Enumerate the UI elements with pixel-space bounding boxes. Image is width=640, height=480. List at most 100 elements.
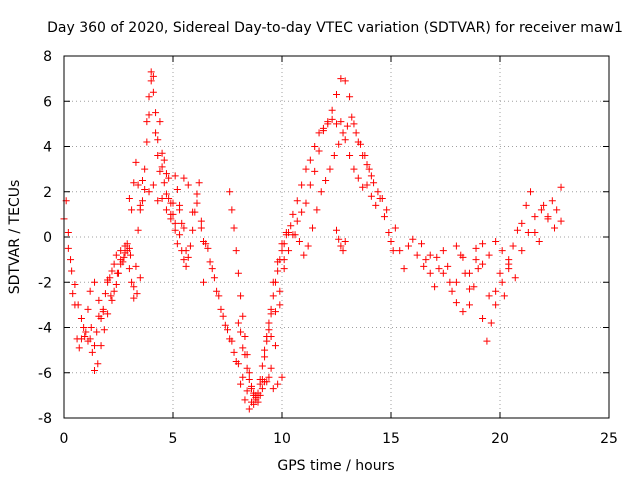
data-point xyxy=(252,394,260,402)
data-point xyxy=(322,176,330,184)
data-point xyxy=(346,152,354,160)
data-point xyxy=(113,269,121,277)
data-point xyxy=(138,197,146,205)
data-point xyxy=(354,174,362,182)
data-point xyxy=(149,181,157,189)
data-point xyxy=(167,210,175,218)
data-point xyxy=(557,217,565,225)
data-point xyxy=(80,324,88,331)
data-point xyxy=(378,195,386,203)
data-point xyxy=(121,249,129,257)
x-tick-label: 0 xyxy=(60,431,69,447)
data-point xyxy=(193,199,201,207)
data-point xyxy=(274,380,282,388)
data-point xyxy=(317,188,325,196)
data-point xyxy=(130,294,138,302)
data-point xyxy=(339,129,347,137)
data-point xyxy=(94,360,102,368)
data-point xyxy=(221,321,229,329)
data-point xyxy=(439,247,447,255)
data-point xyxy=(341,77,349,85)
data-point xyxy=(91,366,99,374)
data-point xyxy=(173,185,181,193)
data-point xyxy=(237,380,245,388)
data-point xyxy=(472,256,480,264)
data-point xyxy=(171,226,179,234)
data-point xyxy=(496,269,504,277)
data-point xyxy=(217,305,225,313)
data-point xyxy=(226,188,234,196)
data-point xyxy=(189,208,197,216)
data-point xyxy=(247,385,255,393)
data-point xyxy=(186,242,194,250)
data-point xyxy=(306,156,314,164)
data-point xyxy=(97,342,105,350)
y-tick-label: 4 xyxy=(43,140,52,156)
data-point xyxy=(498,278,506,286)
data-point xyxy=(383,206,391,214)
data-point xyxy=(230,224,238,232)
data-point xyxy=(452,299,460,307)
data-point xyxy=(396,247,404,255)
data-point xyxy=(315,147,323,155)
data-point xyxy=(557,183,565,191)
data-point xyxy=(154,197,162,205)
data-point xyxy=(108,296,116,304)
data-point xyxy=(304,242,312,250)
data-point xyxy=(479,260,487,268)
data-point xyxy=(134,181,142,189)
y-tick-label: -8 xyxy=(38,411,52,427)
data-point xyxy=(306,181,314,189)
data-point xyxy=(243,364,251,372)
data-point xyxy=(387,238,395,246)
data-point xyxy=(261,346,269,354)
data-point xyxy=(452,278,460,286)
data-point xyxy=(132,158,140,166)
data-point xyxy=(298,208,306,216)
data-point xyxy=(470,283,478,291)
data-point xyxy=(99,305,107,313)
data-point xyxy=(82,328,90,336)
data-point xyxy=(391,224,399,232)
data-point xyxy=(346,93,354,101)
data-point xyxy=(274,258,282,266)
data-point xyxy=(513,226,521,234)
data-point xyxy=(319,127,327,135)
data-point xyxy=(136,274,144,282)
data-point xyxy=(511,274,519,282)
data-point xyxy=(208,265,216,273)
data-point xyxy=(367,192,375,200)
data-point xyxy=(245,369,253,377)
data-point xyxy=(110,287,118,295)
data-point xyxy=(254,389,262,397)
data-point xyxy=(108,267,116,275)
data-point xyxy=(237,328,245,336)
data-point xyxy=(302,165,310,173)
data-point xyxy=(145,111,153,119)
data-point xyxy=(86,287,94,295)
data-point xyxy=(243,387,251,395)
data-point xyxy=(162,206,170,214)
data-point xyxy=(418,240,426,248)
data-point xyxy=(446,278,454,286)
data-points xyxy=(60,68,565,413)
data-point xyxy=(389,247,397,255)
data-point xyxy=(400,265,408,273)
data-point xyxy=(239,344,247,352)
data-point xyxy=(184,253,192,261)
data-point xyxy=(518,247,526,255)
data-point xyxy=(328,115,336,123)
data-point xyxy=(147,68,155,76)
data-point xyxy=(171,172,179,180)
data-point xyxy=(300,251,308,259)
data-point xyxy=(112,281,120,289)
data-point xyxy=(271,308,279,316)
data-point xyxy=(295,238,303,246)
data-point xyxy=(239,373,247,381)
data-point xyxy=(147,77,155,85)
data-point xyxy=(100,326,108,334)
data-point xyxy=(472,244,480,252)
data-point xyxy=(69,290,77,298)
data-point xyxy=(128,278,136,286)
